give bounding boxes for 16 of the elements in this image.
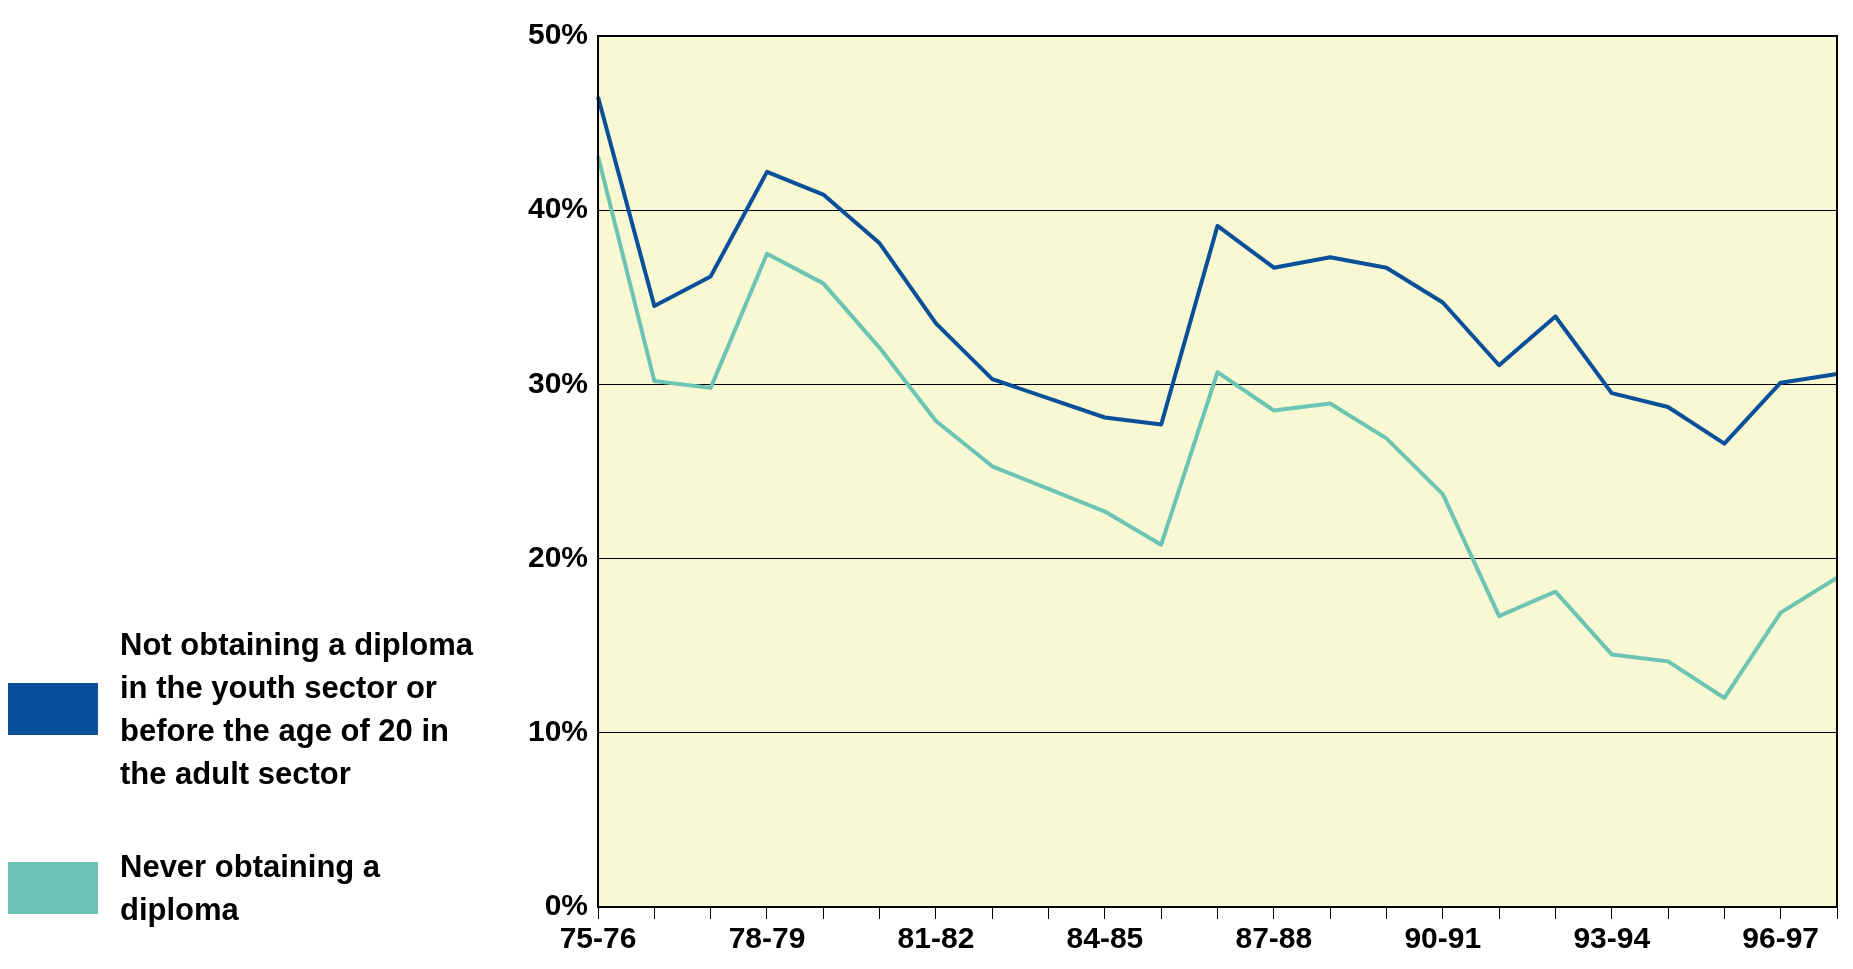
legend-label: Not obtaining a diploma in the youth sector or before the age of 20 in the adult sector bbox=[120, 626, 475, 793]
x-tick-label: 84-85 bbox=[1066, 921, 1144, 955]
x-tick-label: 90-91 bbox=[1404, 921, 1482, 955]
y-tick-label: 40% bbox=[528, 191, 589, 225]
x-tick-label: 96-97 bbox=[1742, 921, 1820, 955]
y-tick-label: 0% bbox=[544, 888, 589, 922]
legend-label: Never obtaining a diploma bbox=[120, 848, 382, 929]
y-tick-label: 30% bbox=[528, 365, 589, 399]
x-tick-label: 78-79 bbox=[728, 921, 806, 955]
y-tick-label: 50% bbox=[528, 17, 589, 51]
x-tick-label: 81-82 bbox=[897, 921, 975, 955]
y-tick-label: 10% bbox=[528, 714, 589, 748]
x-tick-label: 75-76 bbox=[559, 921, 637, 955]
x-tick-label: 93-94 bbox=[1573, 921, 1651, 955]
y-tick-label: 20% bbox=[528, 539, 589, 573]
x-tick-label: 87-88 bbox=[1235, 921, 1313, 955]
